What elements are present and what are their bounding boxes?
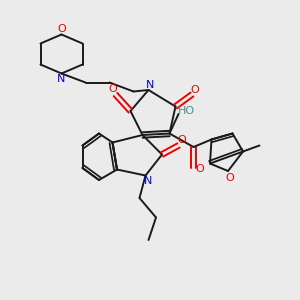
Text: N: N bbox=[57, 74, 66, 84]
Text: HO: HO bbox=[178, 106, 196, 116]
Text: O: O bbox=[177, 135, 186, 145]
Text: O: O bbox=[190, 85, 200, 95]
Text: O: O bbox=[57, 24, 66, 34]
Text: O: O bbox=[195, 164, 204, 175]
Text: N: N bbox=[146, 80, 154, 90]
Text: O: O bbox=[225, 172, 234, 183]
Text: N: N bbox=[144, 176, 152, 187]
Text: O: O bbox=[109, 83, 118, 94]
